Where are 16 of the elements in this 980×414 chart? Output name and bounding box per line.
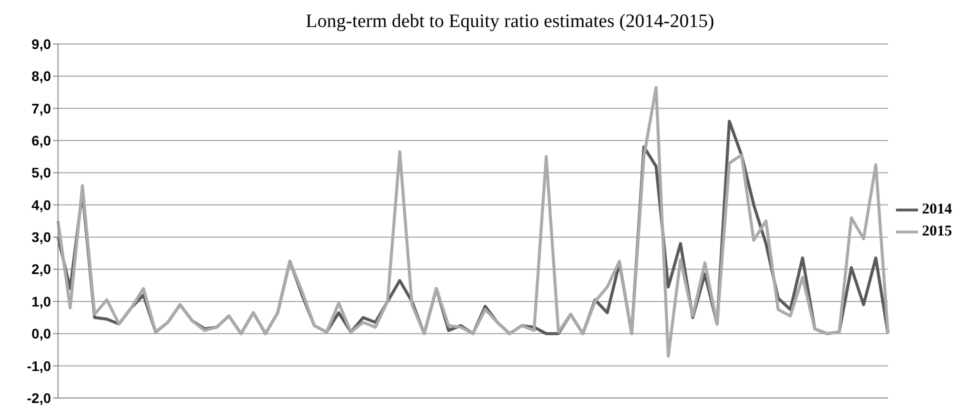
y-tick-label: 2,0 bbox=[32, 261, 52, 278]
y-tick-label: 3,0 bbox=[32, 229, 52, 246]
y-tick-label: 4,0 bbox=[32, 196, 52, 213]
y-tick-label: 0,0 bbox=[32, 326, 52, 342]
y-tick-label: 9,0 bbox=[32, 36, 52, 52]
y-tick-label: 7,0 bbox=[32, 100, 52, 116]
chart-title: Long-term debt to Equity ratio estimates (2014-2015) bbox=[304, 10, 716, 34]
legend-label: 2015 bbox=[922, 223, 952, 240]
legend-label: 2014 bbox=[922, 201, 952, 218]
line-series bbox=[56, 86, 890, 358]
y-tick-label: -1,0 bbox=[26, 358, 52, 374]
y-tick-label: 1,0 bbox=[32, 293, 52, 310]
y-tick-label: -2,0 bbox=[26, 390, 52, 406]
y-tick-label: 5,0 bbox=[32, 164, 52, 181]
y-tick-label: 8,0 bbox=[32, 68, 52, 84]
y-tick-label: 6,0 bbox=[32, 132, 52, 149]
